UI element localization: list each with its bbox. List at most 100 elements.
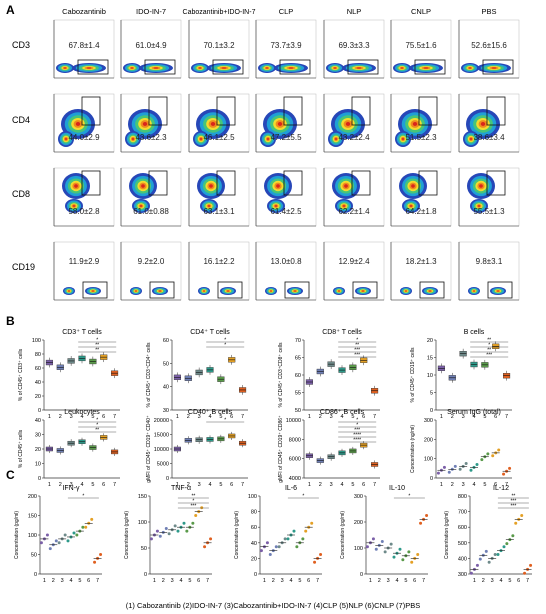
- x-tick-label: 4: [499, 578, 502, 584]
- density-contour: [153, 67, 159, 69]
- y-tick-label: 0: [254, 572, 257, 578]
- panel-label-a: A: [6, 3, 15, 17]
- x-tick-label: 2: [272, 578, 275, 584]
- x-tick-label: 3: [330, 482, 333, 488]
- density-contour: [473, 290, 475, 292]
- y-tick-label: 300: [458, 572, 467, 578]
- data-point: [371, 537, 375, 541]
- y-tick-label: 200: [424, 437, 433, 443]
- y-axis-label: Concentration (pg/ml): [340, 511, 346, 559]
- density-contour: [91, 290, 95, 292]
- x-tick-label: 7: [113, 414, 116, 420]
- density-contour: [288, 67, 294, 69]
- x-tick-label: 3: [330, 414, 333, 420]
- y-tick-label: 20: [427, 338, 433, 344]
- flow-plot: 67.8±1.4: [53, 19, 115, 79]
- flow-plot: 44.0±2.9: [53, 93, 115, 153]
- data-point: [389, 542, 393, 546]
- density-contour: [139, 205, 143, 207]
- y-tick-label: 15: [427, 356, 433, 362]
- x-tick-label: 5: [483, 482, 486, 488]
- data-point: [84, 525, 88, 529]
- gate-box: [351, 170, 371, 196]
- x-tick-label: 5: [78, 578, 81, 584]
- density-contour: [131, 137, 135, 141]
- density-contour: [158, 290, 162, 292]
- data-point: [277, 545, 281, 549]
- density-contour: [74, 184, 78, 188]
- data-point: [191, 521, 195, 525]
- data-point: [182, 521, 186, 525]
- flow-percentage: 38.6±3.4: [473, 133, 505, 142]
- data-point: [511, 534, 515, 538]
- data-point: [259, 549, 263, 553]
- flow-plot: 11.9±2.9: [53, 241, 115, 301]
- flow-plot: 43.6±2.3: [120, 93, 182, 153]
- data-point: [209, 537, 213, 541]
- y-tick-label: 60: [35, 366, 41, 372]
- gate-box: [487, 281, 513, 299]
- y-tick-label: 0: [38, 408, 41, 414]
- flow-percentage: 70.1±3.2: [203, 41, 235, 50]
- chart-title: Serum IgG (total): [447, 409, 501, 416]
- x-tick-label: 7: [316, 578, 319, 584]
- flow-percentage: 11.9±2.9: [69, 257, 100, 266]
- y-tick-label: 400: [458, 556, 467, 562]
- y-tick-label: 0: [144, 572, 147, 578]
- group-legend: (1) Cabozantinib (2)IDO-IN-7 (3)Cabozant…: [126, 601, 420, 610]
- data-point: [410, 560, 414, 564]
- x-tick-label: 1: [440, 414, 443, 420]
- density-contour: [401, 137, 405, 141]
- significance-label: *: [192, 499, 194, 505]
- x-tick-label: 2: [162, 578, 165, 584]
- data-point: [365, 545, 369, 549]
- significance-label: *: [408, 494, 410, 500]
- x-tick-label: 1: [43, 578, 46, 584]
- data-point: [54, 539, 58, 543]
- y-tick-label: 60: [163, 338, 169, 344]
- data-point: [502, 472, 506, 476]
- y-tick-label: 20: [35, 447, 41, 453]
- density-contour: [293, 290, 297, 292]
- gate-box: [418, 96, 438, 126]
- y-tick-label: 500: [458, 541, 467, 547]
- data-point: [520, 514, 524, 517]
- y-tick-label: 150: [28, 514, 37, 520]
- significance-label: *: [82, 494, 84, 500]
- density-contour: [345, 122, 351, 126]
- flow-plot: 64.2±1.8: [390, 167, 452, 227]
- y-tick-label: 4000: [289, 476, 301, 482]
- y-tick-label: 5: [430, 391, 433, 397]
- x-tick-label: 5: [351, 482, 354, 488]
- gate-box: [283, 96, 303, 126]
- flow-row-label: CD19: [12, 262, 35, 272]
- x-tick-label: 6: [230, 482, 233, 488]
- significance-label: *: [96, 338, 98, 344]
- y-axis-label: % of CD45⁺ CD3⁺ cells: [18, 348, 24, 401]
- x-tick-label: 6: [87, 578, 90, 584]
- x-tick-label: 4: [69, 578, 72, 584]
- significance-label: *: [356, 423, 358, 429]
- y-tick-label: 100: [248, 494, 257, 500]
- x-tick-label: 4: [340, 414, 343, 420]
- data-point: [274, 545, 278, 549]
- y-axis-label: Concentration (pg/ml): [124, 511, 130, 559]
- y-tick-label: 15000: [154, 433, 169, 439]
- flow-plot: 63.1±3.1: [188, 167, 250, 227]
- data-point: [480, 458, 484, 462]
- data-point: [268, 553, 272, 556]
- density-contour: [72, 205, 76, 207]
- gate-box: [414, 59, 446, 75]
- significance-label: *: [96, 423, 98, 429]
- flow-plot: 73.7±3.9: [255, 19, 317, 79]
- flow-percentage: 58.0±2.8: [68, 207, 100, 216]
- flow-plot: 55.5±1.3: [458, 167, 520, 227]
- flow-plot: 75.5±1.6: [390, 19, 452, 79]
- significance-label: ***: [354, 353, 360, 359]
- flow-percentage: 61.0±4.9: [135, 41, 167, 50]
- data-point: [93, 560, 97, 564]
- x-tick-label: 7: [206, 578, 209, 584]
- data-point: [45, 533, 49, 537]
